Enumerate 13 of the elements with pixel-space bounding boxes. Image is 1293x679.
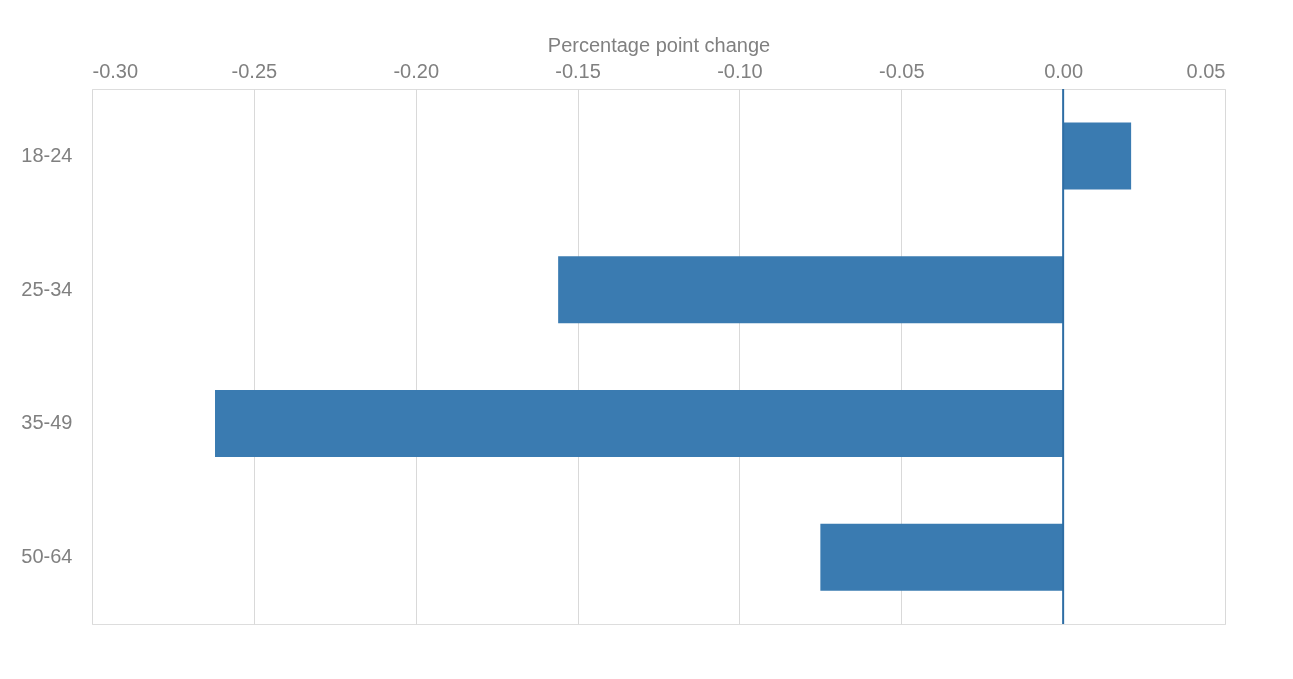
x-tick-label: -0.15 [555,59,601,82]
x-axis-title: Percentage point change [547,33,771,56]
x-tick-label: 0.00 [1044,59,1084,82]
y-tick-label: 18-24 [21,143,73,166]
x-tick-label: 0.05 [1186,59,1226,82]
y-tick-label: 25-34 [21,277,73,300]
y-tick-label: 35-49 [21,411,73,434]
x-tick-label: -0.25 [231,59,278,82]
x-tick-label: -0.05 [878,59,925,82]
y-tick-label: 50-64 [21,545,73,568]
x-tick-label: -0.30 [92,59,139,82]
x-tick-label: -0.10 [717,59,763,82]
x-tick-label: -0.20 [393,59,440,82]
